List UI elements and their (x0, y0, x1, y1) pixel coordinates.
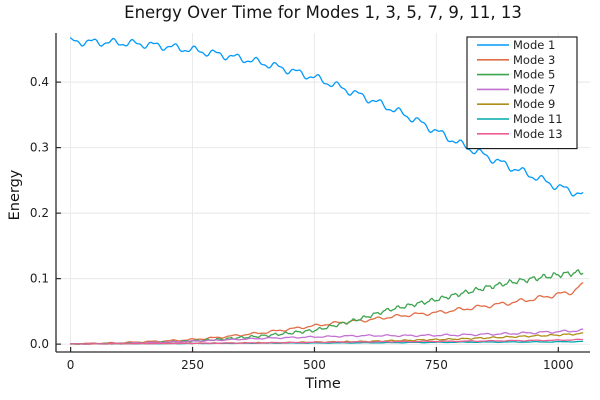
y-tick-label: 0.1 (30, 272, 49, 286)
series-line-mode-1 (69, 37, 584, 197)
legend-entry-label: Mode 7 (513, 82, 555, 96)
series-line-mode-13 (69, 338, 584, 345)
x-axis-label: Time (305, 376, 341, 392)
y-tick-label: 0.0 (30, 337, 49, 351)
legend-box (466, 36, 578, 150)
x-tick-label: 250 (181, 358, 204, 372)
legend-entry-label: Mode 1 (513, 38, 555, 52)
chart-title: Energy Over Time for Modes 1, 3, 5, 7, 9… (124, 3, 522, 22)
x-tick-label: 1000 (543, 358, 574, 372)
series-line-mode-3 (69, 282, 584, 345)
y-tick-label: 0.3 (30, 141, 49, 155)
x-tick-label: 500 (303, 358, 326, 372)
legend-entry-label: Mode 3 (513, 53, 555, 67)
y-tick-label: 0.2 (30, 206, 49, 220)
x-tick-label: 750 (425, 358, 448, 372)
legend-entry-label: Mode 9 (513, 97, 555, 111)
legend-entry-label: Mode 13 (513, 127, 563, 141)
legend-entry-label: Mode 5 (513, 68, 555, 82)
y-tick-label: 0.4 (30, 75, 49, 89)
y-axis-label: Energy (7, 169, 23, 221)
series-line-mode-7 (69, 328, 584, 345)
legend-entry-label: Mode 11 (513, 112, 563, 126)
x-tick-label: 0 (67, 358, 75, 372)
